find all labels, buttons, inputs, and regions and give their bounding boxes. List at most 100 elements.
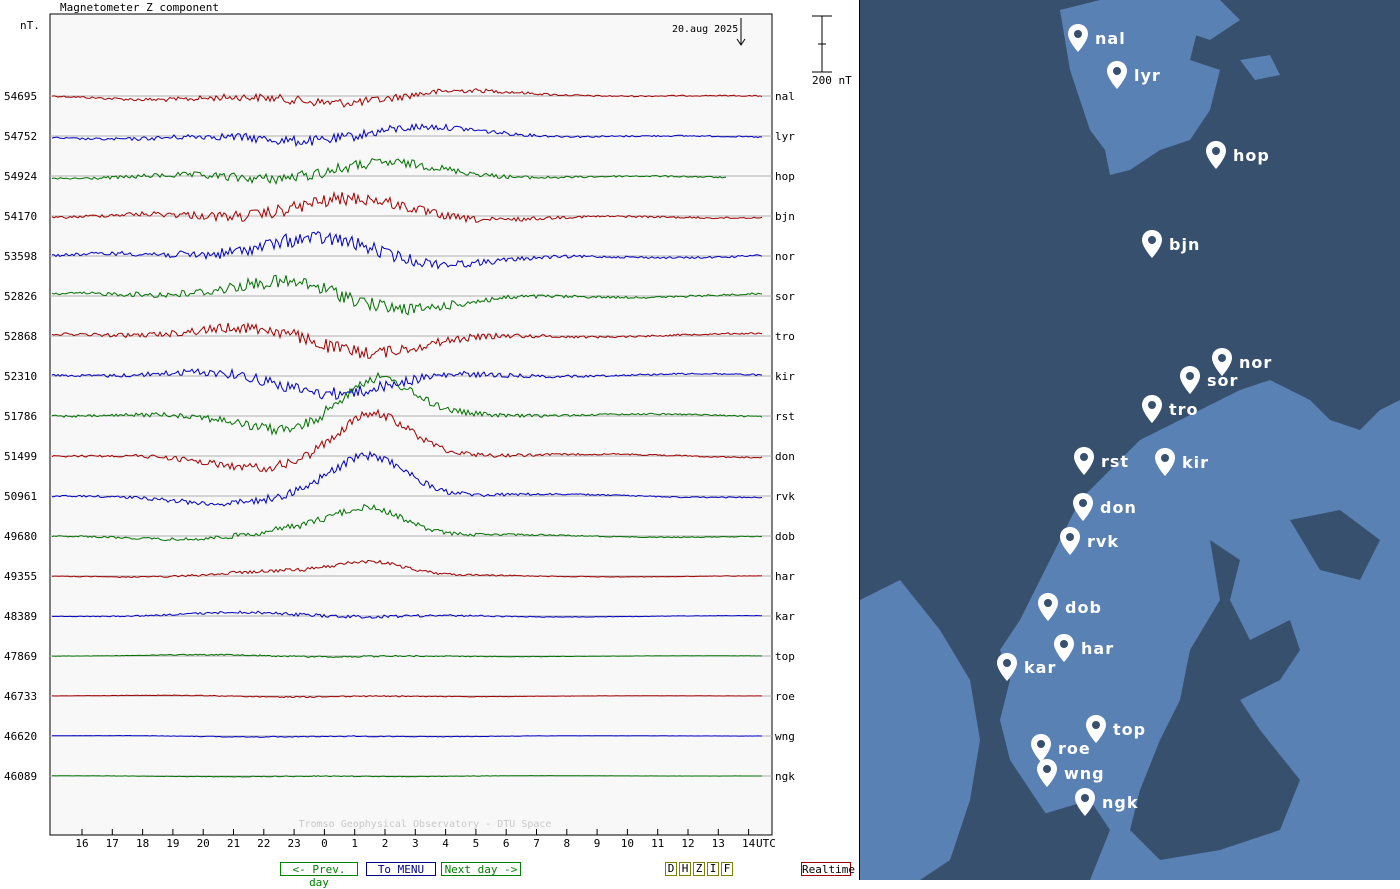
- map-marker-bjn[interactable]: bjn: [1141, 229, 1200, 259]
- map-marker-ngk[interactable]: ngk: [1074, 787, 1138, 817]
- map-label-rst: rst: [1101, 451, 1130, 471]
- map-marker-kir[interactable]: kir: [1154, 447, 1209, 477]
- trace-wng: [51, 734, 762, 738]
- station-label-kir: kir: [775, 370, 795, 383]
- map-marker-roe[interactable]: roe: [1030, 733, 1091, 763]
- map-label-bjn: bjn: [1169, 234, 1201, 254]
- map-marker-kar[interactable]: kar: [996, 652, 1056, 682]
- trace-nal: [51, 88, 763, 108]
- magnetometer-panel: Magnetometer Z component nT. 20.aug 2025…: [4, 0, 860, 889]
- baseline-label: 46733: [4, 690, 37, 703]
- station-label-nal: nal: [775, 90, 795, 103]
- map-label-ngk: ngk: [1102, 792, 1139, 812]
- map-marker-don[interactable]: don: [1072, 492, 1137, 522]
- scale-bar-label: 200 nT: [812, 74, 852, 87]
- map-label-rvk: rvk: [1087, 531, 1119, 551]
- station-label-kar: kar: [775, 610, 795, 623]
- next-day-button[interactable]: Next day ->: [441, 862, 521, 876]
- component-z-button[interactable]: Z: [693, 862, 705, 876]
- map-pin-icon: [997, 653, 1017, 681]
- x-tick-label: 9: [594, 837, 601, 850]
- map-pin-icon: [1037, 759, 1057, 787]
- map-marker-sor[interactable]: sor: [1179, 365, 1238, 395]
- trace-ngk: [52, 775, 762, 778]
- date-arrow: [736, 18, 746, 46]
- map-marker-dob[interactable]: dob: [1037, 592, 1102, 622]
- realtime-button[interactable]: Realtime: [801, 862, 855, 876]
- trace-har: [51, 559, 763, 579]
- plot-area: [49, 13, 773, 836]
- map-marker-har[interactable]: har: [1053, 633, 1114, 663]
- station-map: nal lyr hop bjn nor sor tro rst kir don rvk dob har k…: [860, 0, 1400, 880]
- baseline-label: 54924: [4, 170, 37, 183]
- x-tick-label: 18: [136, 837, 149, 850]
- menu-button[interactable]: To MENU: [366, 862, 436, 876]
- map-marker-rst[interactable]: rst: [1073, 446, 1129, 476]
- map-label-lyr: lyr: [1134, 65, 1161, 85]
- map-pin-icon: [1031, 734, 1051, 762]
- map-label-wng: wng: [1064, 763, 1105, 783]
- x-tick-label: 0: [321, 837, 328, 850]
- trace-don: [51, 408, 763, 473]
- component-f-button[interactable]: F: [721, 862, 733, 876]
- utc-label: UTC: [756, 837, 776, 850]
- component-i-button[interactable]: I: [707, 862, 719, 876]
- baseline-label: 46620: [4, 730, 37, 743]
- trace-roe: [51, 694, 763, 699]
- map-label-har: har: [1081, 638, 1115, 658]
- x-tick-label: 3: [412, 837, 419, 850]
- baseline-label: 46089: [4, 770, 37, 783]
- baseline-label: 54695: [4, 90, 37, 103]
- trace-rvk: [51, 450, 763, 507]
- map-pin-icon: [1206, 141, 1226, 169]
- map-pin-icon: [1086, 715, 1106, 743]
- map-marker-tro[interactable]: tro: [1141, 394, 1199, 424]
- trace-tro: [51, 321, 763, 359]
- station-label-top: top: [775, 650, 795, 663]
- component-d-button[interactable]: D: [665, 862, 677, 876]
- station-label-rst: rst: [775, 410, 795, 423]
- map-marker-nor[interactable]: nor: [1211, 347, 1272, 377]
- magnetometer-chart: Magnetometer Z component nT. 20.aug 2025…: [4, 1, 852, 850]
- trace-lyr: [51, 122, 763, 148]
- map-pin-icon: [1212, 348, 1232, 376]
- x-tick-label: 2: [382, 837, 389, 850]
- x-tick-label: 16: [75, 837, 88, 850]
- x-tick-label: 23: [287, 837, 300, 850]
- baseline-label: 49680: [4, 530, 37, 543]
- station-label-don: don: [775, 450, 795, 463]
- scale-bar: [812, 15, 832, 73]
- map-label-kar: kar: [1024, 657, 1057, 677]
- baseline-label: 53598: [4, 250, 37, 263]
- x-tick-label: 17: [106, 837, 119, 850]
- component-h-button[interactable]: H: [679, 862, 691, 876]
- map-marker-wng[interactable]: wng: [1036, 758, 1105, 788]
- map-marker-lyr[interactable]: lyr: [1106, 60, 1161, 90]
- station-label-hop: hop: [775, 170, 795, 183]
- baseline-label: 47869: [4, 650, 37, 663]
- map-pin-icon: [1107, 61, 1127, 89]
- x-tick-label: 6: [503, 837, 510, 850]
- x-tick-label: 10: [621, 837, 634, 850]
- map-marker-nal[interactable]: nal: [1067, 23, 1126, 53]
- station-label-rvk: rvk: [775, 490, 795, 503]
- map-label-dob: dob: [1065, 597, 1102, 617]
- x-tick-label: 8: [563, 837, 570, 850]
- x-tick-label: 12: [681, 837, 694, 850]
- map-label-top: top: [1113, 719, 1147, 739]
- baseline-label: 52826: [4, 290, 37, 303]
- y-unit-label: nT.: [20, 19, 40, 32]
- map-pin-icon: [1038, 593, 1058, 621]
- prev-day-button[interactable]: <- Prev. day: [280, 862, 358, 889]
- map-marker-hop[interactable]: hop: [1205, 140, 1270, 170]
- station-label-dob: dob: [775, 530, 795, 543]
- x-tick-label: 1: [351, 837, 358, 850]
- trace-hop: [51, 157, 727, 185]
- baseline-label: 51499: [4, 450, 37, 463]
- x-tick-label: 19: [166, 837, 179, 850]
- station-label-har: har: [775, 570, 795, 583]
- map-pin-icon: [1155, 448, 1175, 476]
- map-label-sor: sor: [1207, 370, 1239, 390]
- map-marker-rvk[interactable]: rvk: [1059, 526, 1119, 556]
- map-marker-top[interactable]: top: [1085, 714, 1146, 744]
